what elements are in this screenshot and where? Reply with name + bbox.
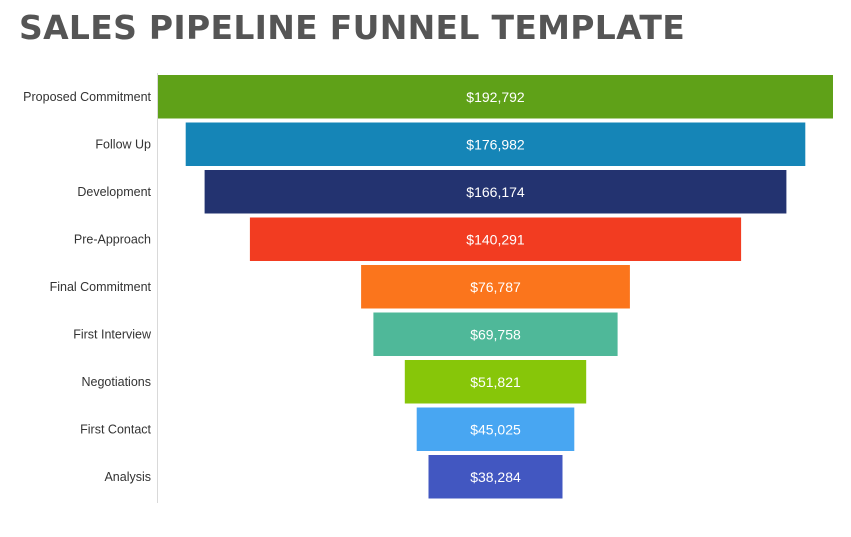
funnel-bar-proposed-commitment xyxy=(158,75,833,119)
value-label-analysis: $38,284 xyxy=(470,469,521,485)
category-label-negotiations: Negotiations xyxy=(82,375,152,389)
value-label-follow-up: $176,982 xyxy=(466,136,525,152)
funnel-bar-final-commitment xyxy=(361,265,630,309)
value-label-first-contact: $45,025 xyxy=(470,421,521,437)
funnel-bar-first-contact xyxy=(416,407,575,451)
category-labels: Proposed Commitment Follow Up Development P… xyxy=(23,90,152,484)
funnel-bar-pre-approach xyxy=(249,217,742,261)
funnel-bar-analysis xyxy=(428,455,563,499)
value-label-development: $166,174 xyxy=(466,184,525,200)
value-labels: $192,792 $176,982 $166,174 $140,291 $76,787 $… xyxy=(466,89,525,485)
funnel-bars xyxy=(158,75,833,499)
value-label-negotiations: $51,821 xyxy=(470,374,521,390)
category-label-follow-up: Follow Up xyxy=(95,137,151,151)
category-label-proposed-commitment: Proposed Commitment xyxy=(23,90,151,104)
value-label-proposed-commitment: $192,792 xyxy=(466,89,525,105)
category-label-pre-approach: Pre-Approach xyxy=(74,232,151,246)
page-title: SALES PIPELINE FUNNEL TEMPLATE xyxy=(19,8,686,47)
category-label-final-commitment: Final Commitment xyxy=(50,280,152,294)
funnel-bar-follow-up xyxy=(185,122,806,166)
category-label-first-contact: First Contact xyxy=(80,422,151,436)
funnel-bar-negotiations xyxy=(404,360,587,404)
category-label-first-interview: First Interview xyxy=(73,327,152,341)
value-label-final-commitment: $76,787 xyxy=(470,279,521,295)
value-label-pre-approach: $140,291 xyxy=(466,231,525,247)
funnel-bar-development xyxy=(204,170,787,214)
category-label-analysis: Analysis xyxy=(104,470,151,484)
category-label-development: Development xyxy=(77,185,151,199)
value-label-first-interview: $69,758 xyxy=(470,326,521,342)
funnel-bar-first-interview xyxy=(373,312,618,356)
